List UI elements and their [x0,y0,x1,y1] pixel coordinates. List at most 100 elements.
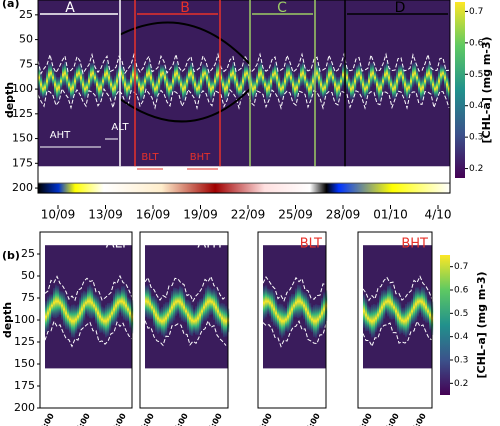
heatmap-column [389,285,392,319]
envelope [119,88,251,123]
heatmap-column [40,73,43,97]
heatmap-column [192,65,195,90]
heatmap-cells [38,61,451,101]
heatmap-column [372,62,375,85]
y-axis-label: depth [1,302,14,338]
y-tick-label: 200 [14,401,35,414]
heatmap-column [215,290,218,325]
heatmap-column [91,287,94,319]
heatmap-column [142,76,145,99]
heatmap-column [293,293,296,318]
y-tick-label: 100 [14,313,35,326]
heatmap-column [218,61,221,86]
heatmap-column [295,288,298,318]
heatmap-column [434,80,437,98]
heatmap-column [212,78,215,97]
heatmap-column [264,76,267,94]
x-tick-label: 28/09 [326,208,361,222]
heatmap-column [272,66,275,84]
heatmap-column [76,65,79,85]
heatmap-column [284,69,287,93]
heatmap-column [419,289,422,313]
heatmap-column [305,292,308,326]
heatmap-column [200,69,203,94]
y-tick-label: 50 [19,33,33,46]
heatmap-column [198,76,201,99]
x-tick-label: - 6:00 [301,411,322,426]
heatmap-column [61,291,64,320]
x-tick-label: 25/09 [278,208,313,222]
heatmap-column [216,63,219,87]
heatmap-column [196,80,199,98]
x-tick-label: - 6:00 [203,411,224,426]
y-tick-label: 75 [21,291,35,304]
heatmap-column [136,69,139,87]
heatmap-column [184,75,187,100]
heatmap-column [66,66,69,89]
heatmap-column [398,64,401,85]
heatmap-column [421,286,424,318]
heatmap-column [163,303,166,338]
heatmap-column [156,75,159,99]
contour [44,274,133,302]
heatmap-column [56,77,59,101]
heatmap-column [406,78,409,100]
heatmap-column [309,302,312,331]
heatmap-column [252,77,255,101]
heatmap-column [45,301,48,333]
heatmap-column [38,65,41,90]
heatmap-column [336,76,339,101]
heatmap-column [403,307,406,335]
heatmap-column [161,306,164,336]
heatmap-column [50,63,53,84]
heatmap-column [418,74,421,95]
heatmap-column [205,287,208,321]
heatmap-column [129,298,132,328]
heatmap-column [130,70,133,93]
heatmap-column [90,62,93,87]
heatmap-column [48,63,51,87]
heatmap-column [404,72,407,97]
heatmap-column [189,301,192,336]
sub-segment-label: ALT [111,122,129,133]
contour [144,319,227,347]
heatmap-column [266,77,269,101]
x-tick-label: - 6:00 [135,411,156,426]
heatmap-column [407,301,410,335]
x-tick-label: - 6:00 [380,411,401,426]
x-tick-label: 18:00 [253,411,274,426]
heatmap-column [297,284,300,319]
heatmap-column [422,75,425,99]
heatmap-column [149,289,152,319]
colorbar [440,255,450,395]
heatmap-column [322,79,325,99]
heatmap-column [113,293,116,326]
heatmap-column [399,302,402,335]
heatmap-column [97,296,100,330]
y-tick-label: 200 [12,181,33,194]
heatmap-column [152,74,155,95]
heatmap-column [267,288,270,315]
heatmap-column [223,303,226,338]
heatmap-column [47,296,50,330]
heatmap-column [408,79,411,96]
heatmap-column [211,289,214,315]
heatmap-cells [145,285,230,338]
heatmap-column [429,300,432,330]
heatmap-column [326,69,329,93]
heatmap-column [75,305,78,334]
heatmap-column [364,78,367,100]
heatmap-column [123,286,126,320]
x-tick-label: 19/09 [183,208,218,222]
heatmap-column [117,288,120,318]
heatmap-column [170,79,173,96]
heatmap-column [254,77,257,98]
heatmap-column [246,64,249,83]
y-tick-label: 175 [12,156,33,169]
heatmap-column [366,78,369,97]
contour [262,319,327,348]
heatmap-column [358,63,361,83]
heatmap-column [190,61,193,85]
heatmap-column [387,285,390,317]
